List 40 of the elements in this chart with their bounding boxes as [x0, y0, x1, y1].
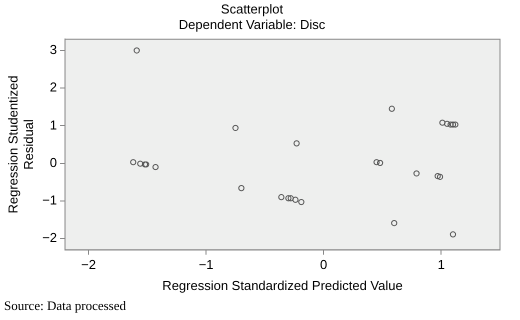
point: [444, 120, 450, 127]
point: [288, 195, 294, 202]
point: [232, 124, 239, 132]
y-axis-title: Regression Studentized Residual: [5, 75, 36, 214]
point: [134, 47, 140, 54]
source-note: Source: Data processed: [4, 298, 126, 314]
point: [285, 195, 292, 202]
point: [373, 159, 380, 166]
x-tick-label: −1: [198, 257, 214, 272]
point: [238, 185, 244, 192]
point: [294, 140, 300, 146]
point: [137, 160, 144, 167]
point: [130, 159, 136, 166]
chart-subtitle: Dependent Variable: Disc: [178, 16, 326, 32]
y-tick-label: 3: [50, 42, 58, 58]
chart-title: Scatterplot: [220, 1, 284, 16]
point: [436, 174, 444, 180]
x-tick-label: −2: [81, 257, 96, 272]
x-tick-label: 0: [320, 257, 328, 272]
point: [376, 160, 384, 166]
point: [413, 170, 420, 177]
y-tick-label: −1: [42, 192, 58, 208]
point: [292, 196, 299, 203]
x-tick-label: 1: [438, 257, 445, 272]
point: [439, 120, 446, 126]
point: [450, 121, 456, 128]
point: [434, 172, 441, 180]
y-tick-label: 0: [50, 154, 58, 170]
point: [391, 220, 398, 226]
y-tick-label: 2: [50, 80, 58, 95]
point: [278, 194, 284, 200]
point: [450, 231, 456, 238]
x-axis-title: Regression Standardized Predicted Value: [162, 278, 403, 293]
point: [298, 198, 304, 206]
point: [152, 164, 159, 170]
point: [452, 121, 458, 128]
y-tick-label: −2: [42, 230, 58, 246]
point: [388, 106, 395, 112]
y-tick-label: 1: [50, 117, 58, 132]
point: [448, 121, 454, 128]
